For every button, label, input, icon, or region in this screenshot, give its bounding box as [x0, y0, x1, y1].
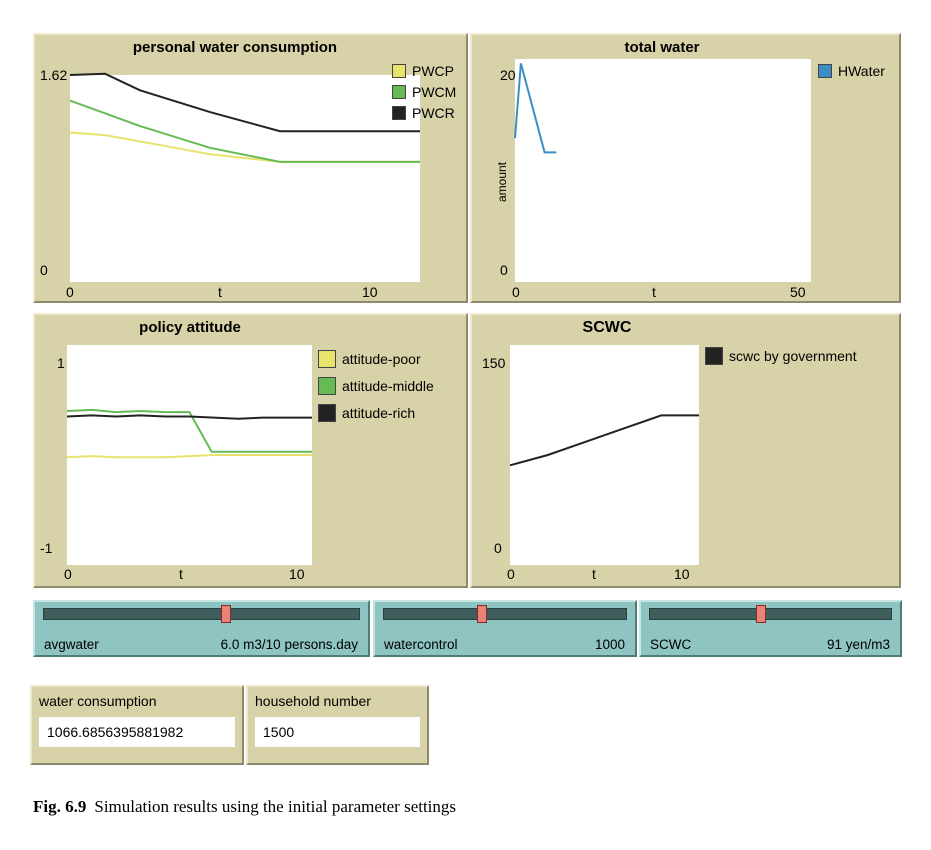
- pwcr-swatch: [392, 105, 406, 120]
- total-xmax-label: 50: [790, 284, 806, 300]
- scwc-legend: scwc by government: [705, 345, 857, 367]
- legend-label: PWCR: [412, 104, 455, 121]
- pwc-plot-panel: personal water consumption 1.62 0 0 t 10…: [33, 33, 468, 303]
- slider-thumb[interactable]: [476, 605, 487, 623]
- scwc-swatch: [705, 347, 723, 365]
- policy-attitude-plot-title: policy attitude: [139, 319, 241, 336]
- scwc-slider[interactable]: SCWC 91 yen/m3: [639, 600, 902, 657]
- legend-item-pwcp: PWCP: [392, 60, 456, 81]
- slider-value: 91 yen/m3: [826, 637, 890, 652]
- slider-value: 6.0 m3/10 persons.day: [220, 637, 358, 652]
- total-xaxis-label: t: [652, 284, 656, 300]
- watercontrol-slider[interactable]: watercontrol 1000: [373, 600, 637, 657]
- slider-track[interactable]: [649, 608, 892, 620]
- legend-label: PWCP: [412, 62, 454, 79]
- monitor-value: 1066.6856395881982: [39, 717, 235, 747]
- legend-item-attitude-rich: attitude-rich: [318, 399, 434, 426]
- pwc-ymin-label: 0: [40, 262, 48, 278]
- policy-xmin-label: 0: [64, 566, 72, 582]
- monitor-label: water consumption: [39, 693, 157, 709]
- figure-caption-text: Simulation results using the initial par…: [94, 797, 457, 816]
- total-water-plot-title: total water: [624, 39, 700, 56]
- scwc-plot-panel: SCWC 150 0 0 t 10 scwc by government: [470, 313, 901, 588]
- figure-number: Fig. 6.9: [33, 797, 87, 816]
- slider-track[interactable]: [383, 608, 627, 620]
- series-line-attitude-rich: [66, 414, 312, 420]
- series-line-attitude-middle: [66, 408, 312, 453]
- slider-name: watercontrol: [384, 637, 458, 652]
- policy-attitude-plot-area: [66, 345, 312, 565]
- total-water-plot-panel: total water 2030 0 amount 0 t 50 HWater: [470, 33, 901, 303]
- scwc-xaxis-label: t: [592, 566, 596, 582]
- legend-item-hwater: HWater: [818, 60, 885, 81]
- legend-item-pwcm: PWCM: [392, 81, 456, 102]
- total-legend: HWater: [818, 60, 885, 81]
- pwc-xmax-label: 10: [362, 284, 378, 300]
- policy-xmax-label: 10: [289, 566, 305, 582]
- scwc-plot-svg: [509, 414, 699, 467]
- slider-value: 1000: [594, 637, 625, 652]
- policy-attitude-plot-svg: [66, 408, 312, 459]
- figure-caption: Fig. 6.9 Simulation results using the ini…: [33, 797, 456, 817]
- total-water-plot-area: [514, 59, 811, 282]
- legend-label: attitude-rich: [342, 404, 416, 421]
- legend-label: attitude-poor: [342, 350, 421, 367]
- policy-xaxis-label: t: [179, 566, 183, 582]
- series-line-attitude-poor: [66, 454, 312, 459]
- pwc-plot-title: personal water consumption: [132, 39, 338, 56]
- slider-name: avgwater: [44, 637, 99, 652]
- series-line-scwc-by-government: [509, 414, 699, 467]
- series-line-pwcm: [69, 99, 420, 163]
- scwc-ymin-label: 0: [494, 540, 502, 556]
- legend-label: PWCM: [412, 83, 457, 100]
- monitor-label: household number: [255, 693, 371, 709]
- pwcp-swatch: [392, 63, 406, 78]
- avgwater-slider[interactable]: avgwater 6.0 m3/10 persons.day: [33, 600, 370, 657]
- slider-thumb[interactable]: [221, 605, 232, 623]
- hwater-swatch: [818, 63, 832, 78]
- legend-item-scwc-by-government: scwc by government: [705, 345, 857, 367]
- pwc-plot-svg: [69, 72, 420, 163]
- attitude-middle-swatch: [318, 376, 336, 395]
- scwc-xmin-label: 0: [507, 566, 515, 582]
- slider-track[interactable]: [43, 608, 360, 620]
- attitude-rich-swatch: [318, 403, 336, 422]
- series-line-pwcr: [69, 72, 420, 133]
- monitor-value: 1500: [255, 717, 420, 747]
- legend-label: scwc by government: [729, 348, 857, 364]
- slider-thumb[interactable]: [756, 605, 767, 623]
- series-line-pwcp: [69, 131, 420, 163]
- policy-legend: attitude-poor attitude-middle attitude-r…: [318, 345, 434, 426]
- policy-ymin-label: -1: [40, 540, 53, 556]
- legend-label: HWater: [838, 62, 885, 79]
- pwc-plot-area: [69, 72, 420, 282]
- total-ymin-label: 0: [500, 262, 508, 278]
- total-water-plot-svg: [514, 63, 557, 154]
- scwc-plot-area: [509, 345, 699, 565]
- pwc-ymax-label: 1.62: [40, 67, 68, 83]
- slider-name: SCWC: [650, 637, 692, 652]
- pwcm-swatch: [392, 84, 406, 99]
- policy-ymax-label: 1: [57, 355, 65, 371]
- legend-label: attitude-middle: [342, 377, 434, 394]
- household-number-monitor: household number 1500: [246, 685, 429, 765]
- total-xmin-label: 0: [512, 284, 520, 300]
- scwc-xmax-label: 10: [674, 566, 690, 582]
- attitude-poor-swatch: [318, 349, 336, 368]
- series-line-hwater: [514, 63, 557, 154]
- legend-item-attitude-poor: attitude-poor: [318, 345, 434, 372]
- scwc-ymax-label: 150: [482, 355, 506, 371]
- legend-item-attitude-middle: attitude-middle: [318, 372, 434, 399]
- legend-item-pwcr: PWCR: [392, 102, 456, 123]
- water-consumption-monitor: water consumption 1066.6856395881982: [30, 685, 244, 765]
- pwc-xmin-label: 0: [66, 284, 74, 300]
- total-yaxis-label: amount: [495, 161, 510, 203]
- policy-attitude-plot-panel: policy attitude 1 -1 0 t 10 attitude-poo…: [33, 313, 468, 588]
- pwc-legend: PWCP PWCM PWCR: [392, 60, 456, 123]
- pwc-xaxis-label: t: [218, 284, 222, 300]
- scwc-plot-title: SCWC: [582, 319, 632, 336]
